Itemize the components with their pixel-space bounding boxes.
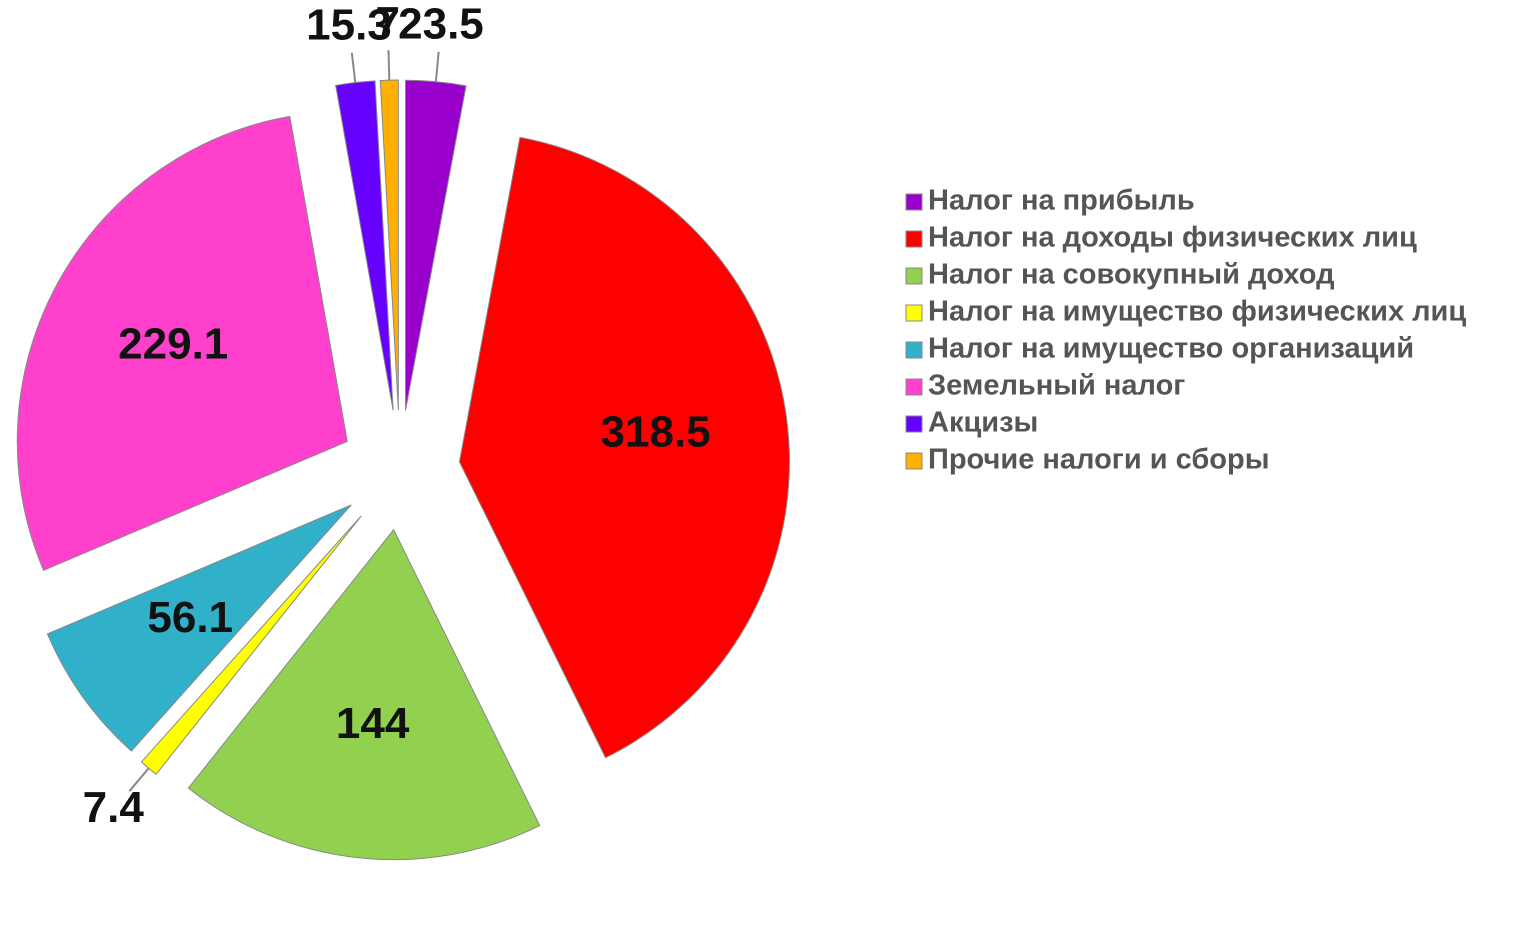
legend-label: Налог на имущество физических лиц (928, 296, 1466, 328)
value-label: 7 (376, 0, 400, 47)
value-label: 229.1 (118, 320, 228, 369)
legend-swatch (905, 452, 923, 470)
value-label: 318.5 (601, 407, 711, 456)
value-label: 7.4 (83, 783, 145, 832)
pie-slice (379, 79, 399, 411)
value-label: 23.5 (398, 0, 484, 49)
legend-swatch (905, 341, 923, 359)
leader-line (128, 767, 150, 792)
legend-label: Земельный налог (928, 370, 1185, 402)
value-label: 144 (336, 699, 410, 748)
legend-swatch (905, 415, 923, 433)
legend-swatch (905, 193, 923, 211)
pie-slice (458, 136, 790, 759)
leader-line (434, 51, 440, 82)
legend-label: Прочие налоги и сборы (928, 444, 1270, 476)
pie-slice (46, 504, 352, 752)
legend-swatch (905, 378, 923, 396)
legend-label: Налог на доходы физических лиц (928, 222, 1417, 254)
legend-label: Налог на совокупный доход (928, 259, 1335, 291)
value-label: 56.1 (147, 593, 233, 642)
leader-line (350, 52, 357, 83)
leader-line (387, 50, 391, 81)
pie-slice (405, 79, 467, 411)
legend-swatch (905, 304, 923, 322)
legend-label: Налог на имущество организаций (928, 333, 1414, 365)
legend-swatch (905, 230, 923, 248)
legend-swatch (905, 267, 923, 285)
pie-slice (16, 115, 348, 571)
value-label: 15.3 (306, 1, 392, 50)
pie-slice (187, 528, 541, 861)
legend-label: Налог на прибыль (928, 185, 1195, 217)
legend-label: Акцизы (928, 407, 1038, 439)
